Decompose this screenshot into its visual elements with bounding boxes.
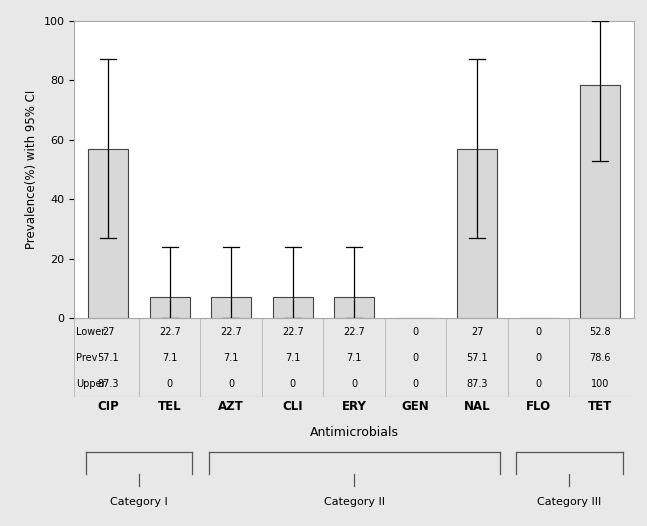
Text: Prev: Prev	[76, 352, 97, 363]
Text: 0: 0	[290, 379, 296, 389]
Text: 0: 0	[536, 352, 542, 363]
Text: 0: 0	[536, 327, 542, 337]
Bar	[457, 148, 498, 318]
Bar	[580, 85, 620, 318]
Text: Category II: Category II	[324, 497, 385, 507]
Text: Antimicrobials: Antimicrobials	[310, 426, 399, 439]
Text: 100: 100	[591, 379, 609, 389]
Text: TEL: TEL	[158, 400, 182, 412]
Text: GEN: GEN	[402, 400, 430, 412]
Text: 0: 0	[413, 352, 419, 363]
Text: Lower: Lower	[76, 327, 105, 337]
Text: 27: 27	[102, 327, 115, 337]
Text: 22.7: 22.7	[344, 327, 365, 337]
Text: FLO: FLO	[526, 400, 551, 412]
Text: NAL: NAL	[464, 400, 490, 412]
Text: 0: 0	[536, 379, 542, 389]
Text: TET: TET	[588, 400, 612, 412]
Text: CLI: CLI	[283, 400, 303, 412]
Text: AZT: AZT	[218, 400, 244, 412]
Text: 57.1: 57.1	[98, 352, 119, 363]
Text: 57.1: 57.1	[466, 352, 488, 363]
Text: 7.1: 7.1	[347, 352, 362, 363]
Text: 22.7: 22.7	[159, 327, 181, 337]
Bar	[273, 297, 313, 318]
Text: CIP: CIP	[97, 400, 119, 412]
Text: 27: 27	[471, 327, 483, 337]
Text: Category III: Category III	[538, 497, 602, 507]
Bar	[149, 297, 190, 318]
Text: 87.3: 87.3	[466, 379, 488, 389]
Text: 22.7: 22.7	[282, 327, 303, 337]
Text: 0: 0	[413, 379, 419, 389]
Text: 0: 0	[413, 327, 419, 337]
Text: 7.1: 7.1	[162, 352, 177, 363]
Text: Upper: Upper	[76, 379, 105, 389]
Text: 0: 0	[351, 379, 357, 389]
Text: ERY: ERY	[342, 400, 367, 412]
Text: 78.6: 78.6	[589, 352, 611, 363]
Bar	[88, 148, 128, 318]
Bar	[211, 297, 251, 318]
Text: 0: 0	[228, 379, 234, 389]
Text: 22.7: 22.7	[221, 327, 242, 337]
Text: 0: 0	[167, 379, 173, 389]
Text: 7.1: 7.1	[224, 352, 239, 363]
Text: Category I: Category I	[110, 497, 168, 507]
Text: 87.3: 87.3	[98, 379, 119, 389]
Text: 7.1: 7.1	[285, 352, 300, 363]
Y-axis label: Prevalence(%) with 95% CI: Prevalence(%) with 95% CI	[25, 90, 38, 249]
Text: 52.8: 52.8	[589, 327, 611, 337]
Bar	[334, 297, 374, 318]
